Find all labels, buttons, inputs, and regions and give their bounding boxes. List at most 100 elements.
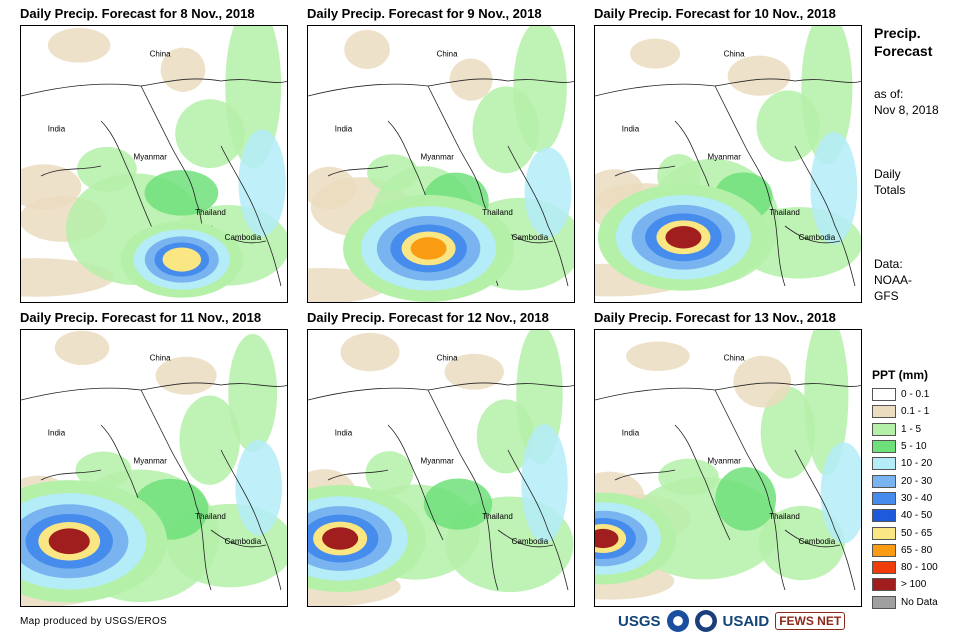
legend-item: 30 - 40 — [872, 490, 938, 507]
legend-label: 1 - 5 — [901, 423, 922, 435]
legend-item: 65 - 80 — [872, 542, 938, 559]
precip-patch — [175, 99, 245, 168]
map-label-india: India — [622, 429, 640, 438]
country-border — [40, 165, 102, 177]
legend-item: No Data — [872, 594, 938, 611]
data-source: Data: NOAA- GFS — [874, 256, 912, 304]
noaa-logo-icon — [666, 610, 689, 632]
precip-patch — [47, 27, 111, 63]
map-label-cambodia: Cambodia — [512, 537, 549, 546]
legend-swatch — [872, 388, 896, 402]
country-border — [794, 145, 856, 287]
country-border — [784, 225, 841, 244]
country-border — [21, 78, 287, 97]
map-label-thailand: Thailand — [482, 208, 513, 217]
map-label-china: China — [724, 354, 745, 363]
as-of-date: as of: Nov 8, 2018 — [874, 86, 939, 118]
map-label-thailand: Thailand — [482, 512, 513, 521]
country-border — [507, 449, 569, 591]
storm-ring — [48, 528, 90, 555]
legend-swatch — [872, 405, 896, 419]
legend-swatch — [872, 440, 896, 454]
legend-label: > 100 — [901, 579, 927, 591]
country-border — [497, 529, 554, 548]
country-border — [40, 469, 102, 481]
legend-item: > 100 — [872, 576, 938, 593]
legend-title: PPT (mm) — [872, 368, 929, 382]
country-border — [140, 85, 197, 202]
map-label-cambodia: Cambodia — [225, 233, 262, 242]
precip-map: China India Myanmar Thailand Cambodia — [307, 329, 575, 607]
country-border — [308, 78, 574, 97]
precip-patch — [804, 330, 849, 476]
country-border — [327, 165, 389, 177]
precip-map: China India Myanmar Thailand Cambodia — [307, 25, 575, 303]
totals-note: Daily Totals — [874, 166, 905, 198]
precip-map: China India Myanmar Thailand Cambodia — [20, 25, 288, 303]
legend-label: 80 - 100 — [901, 562, 938, 574]
precip-patch — [365, 451, 414, 496]
map-label-china: China — [437, 354, 458, 363]
map-label-india: India — [48, 125, 66, 134]
legend-item: 0.1 - 1 — [872, 403, 938, 420]
country-border — [220, 145, 282, 287]
legend-label: 5 - 10 — [901, 441, 927, 453]
storm-ring — [665, 226, 702, 249]
precip-patch — [228, 333, 278, 453]
panel-title: Daily Precip. Forecast for 9 Nov., 2018 — [307, 6, 542, 21]
side-title: Precip. Forecast — [874, 24, 932, 60]
precip-patch — [760, 386, 816, 479]
precip-patch — [423, 478, 493, 530]
map-label-myanmar: Myanmar — [708, 152, 742, 161]
map-label-myanmar: Myanmar — [421, 152, 455, 161]
country-border — [595, 382, 861, 401]
precip-patch — [513, 26, 567, 153]
map-label-thailand: Thailand — [769, 512, 800, 521]
map-label-china: China — [437, 50, 458, 59]
map-label-myanmar: Myanmar — [134, 456, 168, 465]
map-label-thailand: Thailand — [195, 208, 226, 217]
country-border — [769, 200, 786, 287]
country-border — [327, 469, 389, 481]
legend-label: 65 - 80 — [901, 544, 933, 556]
legend-label: 20 - 30 — [901, 475, 933, 487]
legend: PPT (mm) 0 - 0.1 0.1 - 1 1 - 5 5 - 10 10 - 2… — [872, 368, 938, 611]
country-border — [674, 424, 731, 541]
legend-swatch — [872, 561, 896, 575]
panel-title: Daily Precip. Forecast for 8 Nov., 2018 — [20, 6, 255, 21]
totals-line1: Daily — [874, 167, 901, 181]
country-border — [614, 469, 676, 481]
country-border — [195, 504, 212, 591]
precip-patch — [444, 353, 504, 390]
legend-label: 0.1 - 1 — [901, 406, 930, 418]
country-border — [210, 529, 267, 548]
precip-patch — [340, 332, 400, 372]
legend-swatch — [872, 543, 896, 557]
precip-patch — [144, 170, 219, 216]
legend-swatch — [872, 526, 896, 540]
storm-ring — [322, 527, 359, 550]
precip-patch — [344, 29, 390, 69]
country-border — [784, 529, 841, 548]
country-border — [427, 85, 484, 202]
panel-title: Daily Precip. Forecast for 10 Nov., 2018 — [594, 6, 836, 21]
map-label-india: India — [335, 429, 353, 438]
precip-patch — [810, 131, 858, 245]
country-border — [387, 424, 444, 541]
map-label-myanmar: Myanmar — [421, 456, 455, 465]
data-source-line3: GFS — [874, 289, 899, 303]
map-label-china: China — [724, 50, 745, 59]
panel-title: Daily Precip. Forecast for 12 Nov., 2018 — [307, 310, 549, 325]
map-label-india: India — [335, 125, 353, 134]
agency-logos: USGS USAID FEWS NET — [618, 608, 846, 634]
precip-map: China India Myanmar Thailand Cambodia — [594, 25, 862, 303]
legend-label: 30 - 40 — [901, 492, 933, 504]
precip-patch — [235, 439, 283, 536]
storm-ring — [410, 237, 447, 260]
legend-label: 0 - 0.1 — [901, 389, 930, 401]
data-source-line1: Data: — [874, 257, 903, 271]
country-border — [427, 389, 484, 506]
map-label-myanmar: Myanmar — [134, 152, 168, 161]
legend-item: 5 - 10 — [872, 438, 938, 455]
data-source-line2: NOAA- — [874, 273, 913, 287]
